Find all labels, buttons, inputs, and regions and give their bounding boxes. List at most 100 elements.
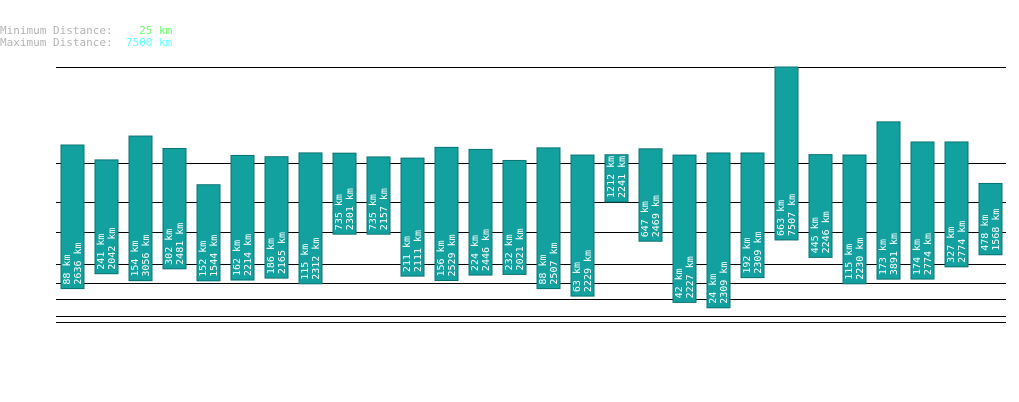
bar-max-label-3: 3056 km [141,235,152,277]
bar-group-26: 174 km 2774 km [910,141,935,280]
bar-max-label-26: 2774 km [923,233,934,275]
bar-min-label-24: 115 km [844,244,855,280]
bar-min-label-4: 302 km [164,229,175,265]
bar-min-label-14: 232 km [504,234,515,270]
bar-min-label-18: 647 km [640,201,651,237]
bar-max-label-24: 2230 km [855,238,866,280]
bar-28 [978,182,1003,256]
bar-20 [706,152,731,309]
legend-maximum-distance: Maximum Distance: 7500 km [0,37,172,49]
bar-min-label-8: 115 km [300,244,311,280]
bar-group-14: 232 km 2021 km [502,159,527,275]
bar-max-label-11: 2111 km [413,230,424,272]
bar-4 [162,147,187,270]
bar-11 [400,157,425,277]
bar-10 [366,156,391,235]
bar-min-label-7: 186 km [266,238,277,274]
bar-24 [842,154,867,285]
bar-max-label-12: 2529 km [447,234,458,276]
bar-max-label-10: 2157 km [379,188,390,230]
bar-min-label-26: 174 km [912,239,923,275]
bar-min-label-13: 224 km [470,235,481,271]
bar-max-label-5: 1544 km [209,235,220,277]
bar-min-label-12: 156 km [436,240,447,276]
bar-15 [536,147,561,290]
bar-min-label-28: 478 km [980,215,991,251]
bar-max-label-6: 2214 km [243,234,254,276]
bar-max-label-9: 2301 km [345,188,356,230]
bar-min-label-6: 162 km [232,240,243,276]
bar-max-label-17: 2241 km [617,156,628,198]
bar-min-label-23: 445 km [810,217,821,253]
legend-max-value: 7500 km [125,36,173,49]
bar-max-label-22: 7507 km [787,194,798,236]
bar-max-label-21: 2309 km [753,231,764,273]
bar-min-label-19: 42 km [674,268,685,298]
bar-min-label-9: 735 km [334,194,345,230]
bar-group-22: 663 km 7507 km [774,66,799,241]
legend-min-label: Minimum Distance: [0,24,113,37]
bar-23 [808,154,833,258]
bar-group-16: 63 km 2229 km [570,154,595,297]
bar-2 [94,159,119,275]
bar-group-21: 192 km 2309 km [740,152,765,279]
bar-min-label-15: 88 km [538,254,549,284]
bar-group-17: 1212 km 2241 km [604,154,629,203]
bar-9 [332,152,357,235]
bar-18 [638,148,663,242]
bar-group-27: 327 km 2774 km [944,141,969,268]
bar-group-13: 224 km 2446 km [468,148,493,276]
bar-12 [434,146,459,282]
bar-group-11: 211 km 2111 km [400,157,425,277]
bar-25 [876,121,901,280]
bar-group-6: 162 km 2214 km [230,154,255,281]
bar-16 [570,154,595,297]
bar-min-label-2: 241 km [96,234,107,270]
bar-min-label-3: 154 km [130,241,141,277]
bar-group-3: 154 km 3056 km [128,135,153,282]
legend-min-value: 25 km [139,24,173,37]
bar-group-20: 24 km 2309 km [706,152,731,309]
bar-group-28: 478 km 1568 km [978,182,1003,256]
bar-3 [128,135,153,282]
bar-group-5: 152 km 1544 km [196,184,221,282]
bar-22 [774,66,799,241]
legend-max-label: Maximum Distance: [0,36,113,49]
bar-8 [298,152,323,285]
bar-min-label-20: 24 km [708,274,719,304]
bar-1 [60,144,85,290]
bar-max-label-23: 2246 km [821,211,832,253]
bar-min-label-21: 192 km [742,238,753,274]
bar-max-label-15: 2507 km [549,242,560,284]
bar-max-label-8: 2312 km [311,238,322,280]
bars: 88 km 2636 km 241 km 2042 km 154 km 3056 km 30… [60,66,1003,309]
bar-max-label-2: 2042 km [107,228,118,270]
bar-5 [196,184,221,282]
bar-26 [910,141,935,280]
bar-17 [604,154,629,203]
bar-min-label-11: 211 km [402,236,413,272]
bar-max-label-14: 2021 km [515,228,526,270]
bar-6 [230,154,255,281]
bar-min-label-10: 735 km [368,194,379,230]
bar-min-label-16: 63 km [572,262,583,292]
bar-min-label-22: 663 km [776,200,787,236]
bar-21 [740,152,765,279]
bar-group-12: 156 km 2529 km [434,146,459,282]
bar-13 [468,148,493,276]
bar-group-10: 735 km 2157 km [366,156,391,235]
bar-min-label-5: 152 km [198,241,209,277]
bar-19 [672,154,697,303]
bar-14 [502,159,527,275]
bar-max-label-1: 2636 km [73,242,84,284]
bar-group-9: 735 km 2301 km [332,152,357,235]
bar-group-24: 115 km 2230 km [842,154,867,285]
bar-min-label-17: 1212 km [606,156,617,198]
bar-max-label-20: 2309 km [719,262,730,304]
bar-max-label-16: 2229 km [583,250,594,292]
bar-max-label-13: 2446 km [481,229,492,271]
bar-group-15: 88 km 2507 km [536,147,561,290]
legend-minimum-distance: Minimum Distance: 25 km [0,25,172,37]
bar-group-18: 647 km 2469 km [638,148,663,242]
